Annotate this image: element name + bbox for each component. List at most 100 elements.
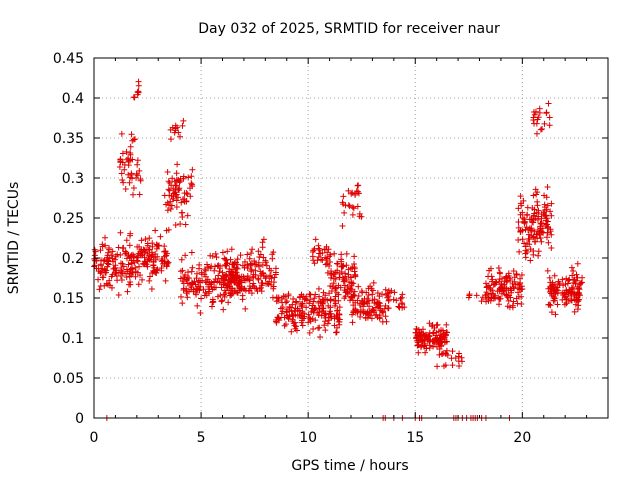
data-point [265, 281, 272, 288]
data-point [335, 316, 342, 323]
data-point [328, 271, 335, 278]
data-point [547, 228, 554, 235]
data-point [330, 280, 337, 287]
data-point [536, 230, 543, 237]
data-point [545, 239, 552, 246]
data-point [203, 279, 210, 286]
data-point [255, 248, 262, 255]
data-point [213, 254, 220, 261]
data-point [519, 214, 526, 221]
data-point [134, 269, 141, 276]
data-point [430, 329, 437, 336]
data-point [118, 130, 125, 137]
data-point [421, 342, 428, 349]
data-point [466, 291, 473, 298]
data-point [533, 231, 540, 238]
data-point [104, 263, 111, 270]
data-point [150, 258, 157, 265]
data-point [516, 248, 523, 255]
data-point [561, 301, 568, 308]
data-point [518, 283, 525, 290]
data-point [256, 254, 263, 261]
data-point [188, 180, 195, 187]
data-point [117, 251, 124, 258]
data-point [142, 236, 149, 243]
x-tick-label: 5 [197, 430, 206, 446]
data-point [443, 347, 450, 354]
data-point [224, 248, 231, 255]
data-point [138, 237, 145, 244]
data-point [123, 249, 130, 256]
data-point [397, 295, 404, 302]
data-point [322, 314, 329, 321]
data-point [513, 271, 520, 278]
data-point [164, 199, 171, 206]
data-point [202, 267, 209, 274]
data-point [383, 318, 390, 325]
data-point [224, 284, 231, 291]
data-point [332, 285, 339, 292]
data-point [292, 325, 299, 332]
data-point [312, 236, 319, 243]
data-point [289, 301, 296, 308]
data-point [315, 325, 322, 332]
data-point [244, 273, 251, 280]
data-point [208, 303, 215, 310]
data-point [136, 250, 143, 257]
data-point [273, 295, 280, 302]
y-tick-label: 0.1 [62, 331, 84, 347]
data-point [292, 305, 299, 312]
data-point [260, 236, 267, 243]
data-point [172, 222, 179, 229]
data-point [311, 304, 318, 311]
data-point [568, 264, 575, 271]
data-point [534, 198, 541, 205]
data-point [497, 270, 504, 277]
data-point [152, 227, 159, 234]
data-point [489, 287, 496, 294]
data-point [177, 177, 184, 184]
data-point [198, 295, 205, 302]
data-point [141, 247, 148, 254]
data-point [456, 362, 463, 369]
data-point [251, 261, 258, 268]
data-point [495, 264, 502, 271]
data-point [355, 292, 362, 299]
data-point [511, 285, 518, 292]
chart-title: Day 032 of 2025, SRMTID for receiver nau… [198, 21, 500, 37]
data-point [97, 247, 104, 254]
data-point [177, 275, 184, 282]
data-point [129, 269, 136, 276]
data-point [390, 296, 397, 303]
data-point [143, 261, 150, 268]
data-point [422, 349, 429, 356]
data-point [193, 286, 200, 293]
data-point [99, 243, 106, 250]
data-point [526, 225, 533, 232]
data-point [289, 316, 296, 323]
data-point [120, 179, 127, 186]
data-point [115, 244, 122, 251]
data-point [564, 280, 571, 287]
data-point [148, 286, 155, 293]
data-point [321, 322, 328, 329]
data-point [248, 266, 255, 273]
data-point [108, 252, 115, 259]
data-point [161, 248, 168, 255]
data-point [303, 297, 310, 304]
data-point [578, 279, 585, 286]
data-point [352, 271, 359, 278]
data-point [443, 321, 450, 328]
data-point [163, 252, 170, 259]
data-point [547, 302, 554, 309]
data-point [333, 289, 340, 296]
data-point [530, 114, 537, 121]
data-point [391, 289, 398, 296]
data-point [185, 174, 192, 181]
data-point [422, 331, 429, 338]
data-point [518, 272, 525, 279]
data-point [504, 277, 511, 284]
data-point [540, 209, 547, 216]
data-point [152, 251, 159, 258]
